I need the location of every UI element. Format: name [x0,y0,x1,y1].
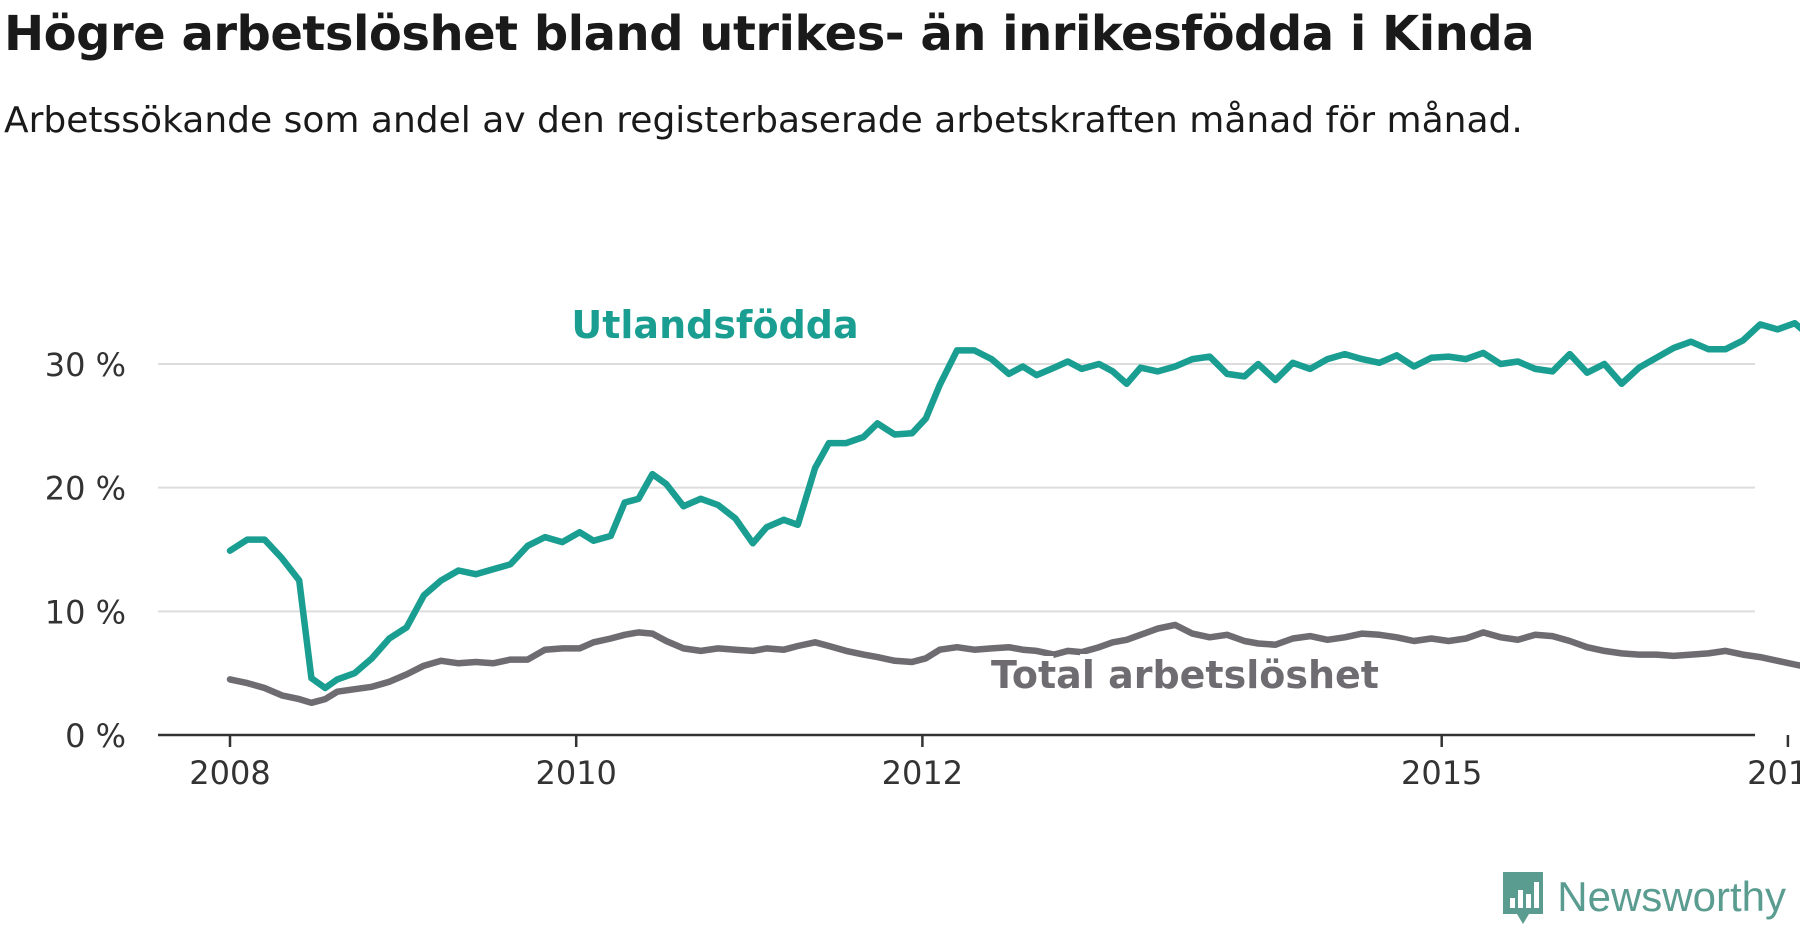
y-tick-label: 20 % [45,470,126,508]
grid-lines [158,363,1755,613]
x-tick-label: 2008 [189,754,270,792]
y-tick-label: 0 % [65,717,126,755]
chart-subtitle: Arbetssökande som andel av den registerb… [4,100,1523,141]
x-axis: 20082010201220152017202020222024 [158,733,1800,792]
y-tick-label: 30 % [45,346,126,384]
series-name-label: Utlandsfödda [571,303,858,347]
series-line-total [226,621,1800,707]
x-tick-label: 2015 [1401,754,1482,792]
x-tick-label: 2012 [882,754,963,792]
series-lines [226,319,1800,707]
series-name-label: Total arbetslöshet [991,653,1379,697]
chart-title: Högre arbetslöshet bland utrikes- än inr… [4,6,1535,62]
x-tick-label: 2017 [1747,754,1800,792]
brand-name: Newsworthy [1557,873,1786,920]
series-labels: 19,3 %Utlandsfödda4,5 %Total arbetslöshe… [566,298,1384,702]
y-axis-tick-labels: 0 % 10 % 20 % 30 % [45,346,126,755]
y-tick-label: 10 % [45,593,126,631]
newsworthy-logo: Newsworthy [1499,868,1786,926]
x-tick-label: 2010 [535,754,616,792]
series-line-utlandsfodda [226,319,1800,692]
newsworthy-chart-icon [1503,872,1544,924]
